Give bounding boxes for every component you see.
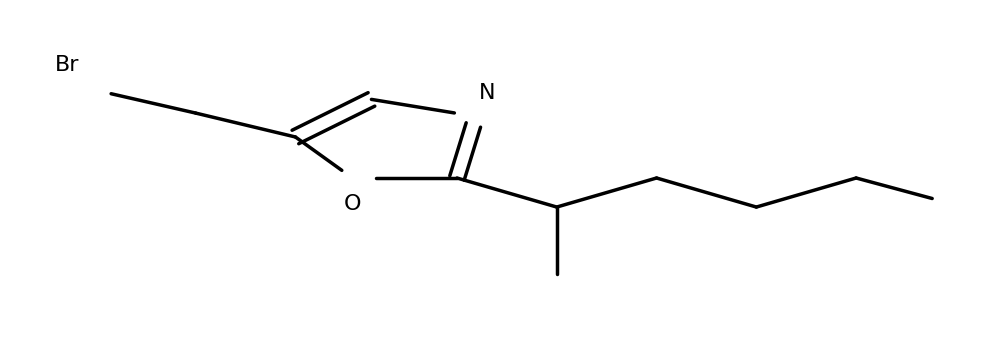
Text: O: O bbox=[344, 194, 361, 214]
Text: N: N bbox=[479, 83, 496, 103]
Text: Br: Br bbox=[55, 55, 79, 75]
